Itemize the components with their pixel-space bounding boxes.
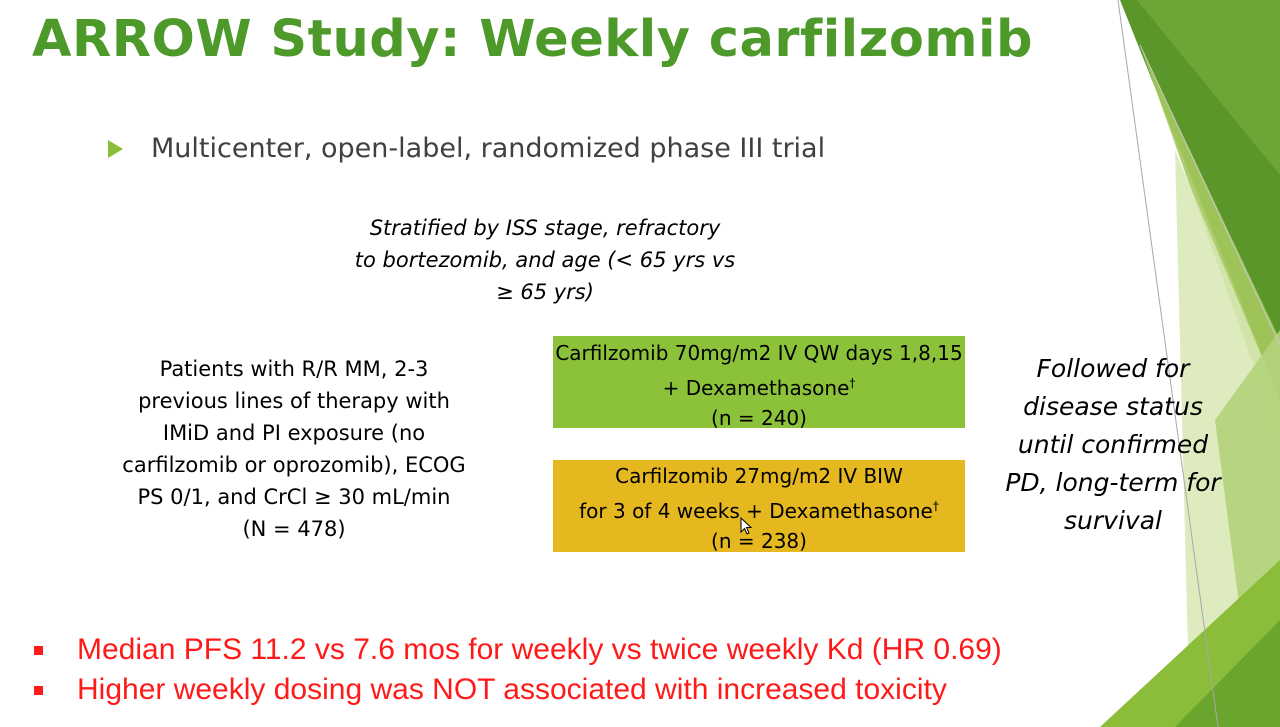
patient-criteria-line: carfilzomib or oprozomib), ECOG bbox=[122, 453, 466, 477]
patient-criteria-line: PS 0/1, and CrCl ≥ 30 mL/min bbox=[137, 485, 451, 509]
followup-text: Followed for disease status until confir… bbox=[993, 350, 1233, 540]
patient-criteria-line: previous lines of therapy with bbox=[138, 389, 450, 413]
twice-weekly-arm-line: for 3 of 4 weeks + Dexamethasone† bbox=[579, 499, 939, 523]
result-text: Median PFS 11.2 vs 7.6 mos for weekly vs… bbox=[77, 633, 1002, 666]
followup-line: survival bbox=[1064, 506, 1162, 535]
twice-weekly-arm-line: Carfilzomib 27mg/m2 IV BIW bbox=[615, 464, 903, 488]
followup-line: disease status bbox=[1023, 392, 1203, 421]
mouse-pointer-icon bbox=[740, 517, 752, 535]
dagger-mark: † bbox=[932, 499, 939, 513]
stratification-text: Stratified by ISS stage, refractory to b… bbox=[340, 212, 750, 308]
results-list: Median PFS 11.2 vs 7.6 mos for weekly vs… bbox=[34, 630, 1002, 710]
patient-criteria-line: (N = 478) bbox=[242, 517, 346, 541]
weekly-arm-line: Carfilzomib 70mg/m2 IV QW days 1,8,15 bbox=[555, 341, 963, 365]
patient-criteria: Patients with R/R MM, 2-3 previous lines… bbox=[104, 353, 484, 545]
followup-line: PD, long-term for bbox=[1005, 468, 1221, 497]
bullet-item: Multicenter, open-label, randomized phas… bbox=[108, 133, 825, 164]
patient-criteria-line: IMiD and PI exposure (no bbox=[162, 421, 426, 445]
result-item: Median PFS 11.2 vs 7.6 mos for weekly vs… bbox=[34, 630, 1002, 670]
square-bullet-icon bbox=[34, 685, 43, 695]
twice-weekly-arm-box: Carfilzomib 27mg/m2 IV BIW for 3 of 4 we… bbox=[553, 460, 965, 553]
stratification-line: ≥ 65 yrs) bbox=[496, 280, 594, 304]
bullet-text: Multicenter, open-label, randomized phas… bbox=[151, 133, 826, 164]
followup-line: Followed for bbox=[1036, 354, 1190, 383]
dagger-mark: † bbox=[849, 376, 856, 390]
weekly-arm-line: + Dexamethasone† bbox=[662, 376, 856, 400]
result-item: Higher weekly dosing was NOT associated … bbox=[34, 670, 1002, 710]
weekly-arm-box: Carfilzomib 70mg/m2 IV QW days 1,8,15 + … bbox=[553, 336, 965, 430]
slide-title: ARROW Study: Weekly carfilzomib bbox=[32, 10, 1034, 69]
twice-weekly-arm-line: (n = 238) bbox=[711, 529, 807, 553]
result-text: Higher weekly dosing was NOT associated … bbox=[77, 673, 947, 706]
square-bullet-icon bbox=[34, 645, 43, 655]
weekly-arm-line: (n = 240) bbox=[711, 406, 807, 430]
followup-line: until confirmed bbox=[1017, 430, 1209, 459]
stratification-line: Stratified by ISS stage, refractory bbox=[369, 216, 721, 240]
triangle-bullet-icon bbox=[108, 139, 123, 158]
stratification-line: to bortezomib, and age (< 65 yrs vs bbox=[354, 248, 736, 272]
patient-criteria-line: Patients with R/R MM, 2-3 bbox=[159, 357, 429, 381]
